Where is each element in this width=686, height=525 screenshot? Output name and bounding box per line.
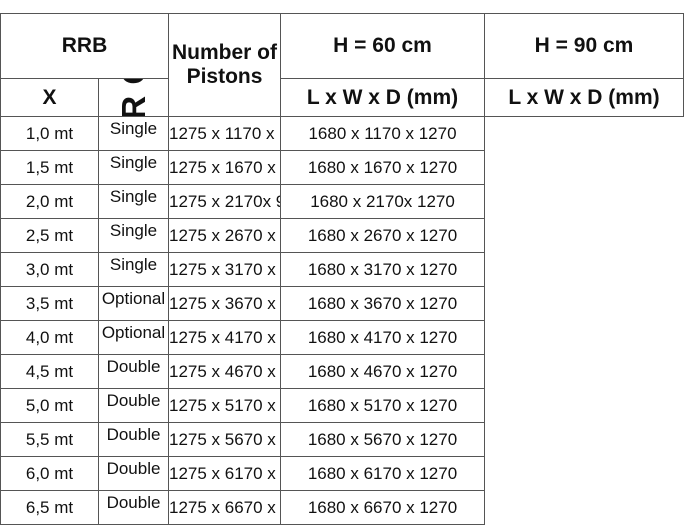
dims-60-cell: 1275 x 6670 x 975 bbox=[168, 490, 281, 525]
x-cell: 6,5 mt bbox=[0, 490, 99, 525]
header-dims-90: L x W x D (mm) bbox=[484, 78, 684, 117]
dims-90-cell: 1680 x 4670 x 1270 bbox=[280, 354, 485, 389]
header-x: X bbox=[0, 78, 99, 117]
x-cell: 3,5 mt bbox=[0, 286, 99, 321]
dims-60-cell: 1275 x 2670 x 975 bbox=[168, 218, 281, 253]
pistons-cell: Double bbox=[98, 456, 169, 491]
dims-60-cell: 1275 x 2170x 975 bbox=[168, 184, 281, 219]
header-h90: H = 90 cm bbox=[484, 13, 684, 79]
x-cell: 1,5 mt bbox=[0, 150, 99, 185]
x-cell: 1,0 mt bbox=[0, 116, 99, 151]
x-cell: 3,0 mt bbox=[0, 252, 99, 287]
dims-60-cell: 1275 x 4670 x 975 bbox=[168, 354, 281, 389]
pistons-cell: Optional bbox=[98, 286, 169, 321]
dims-60-cell: 1275 x 6170 x 975 bbox=[168, 456, 281, 491]
dims-60-cell: 1275 x 3170 x 975 bbox=[168, 252, 281, 287]
dimensions-table: RRB Number of Pistons H = 60 cm H = 90 c… bbox=[0, 13, 684, 525]
dims-60-cell: 1275 x 5670 x 975 bbox=[168, 422, 281, 457]
pistons-cell: Single bbox=[98, 116, 169, 151]
dims-90-cell: 1680 x 6170 x 1270 bbox=[280, 456, 485, 491]
dims-90-cell: 1680 x 6670 x 1270 bbox=[280, 490, 485, 525]
pistons-cell: Double bbox=[98, 388, 169, 423]
side-label: BLOCKER CABINET bbox=[115, 80, 153, 116]
x-cell: 2,0 mt bbox=[0, 184, 99, 219]
x-cell: 5,5 mt bbox=[0, 422, 99, 457]
pistons-cell: Double bbox=[98, 422, 169, 457]
dims-90-cell: 1680 x 3670 x 1270 bbox=[280, 286, 485, 321]
dims-90-cell: 1680 x 3170 x 1270 bbox=[280, 252, 485, 287]
dims-90-cell: 1680 x 1670 x 1270 bbox=[280, 150, 485, 185]
pistons-cell: Double bbox=[98, 490, 169, 525]
header-row-2: X BLOCKER CABINET L x W x D (mm) L x W x… bbox=[0, 78, 684, 117]
dims-90-cell: 1680 x 2670 x 1270 bbox=[280, 218, 485, 253]
dims-60-cell: 1275 x 1670 x 975 bbox=[168, 150, 281, 185]
header-pistons: Number of Pistons bbox=[168, 13, 281, 117]
dims-90-cell: 1680 x 2170x 1270 bbox=[280, 184, 485, 219]
pistons-cell: Single bbox=[98, 218, 169, 253]
x-cell: 4,5 mt bbox=[0, 354, 99, 389]
dims-60-cell: 1275 x 4170 x 975 bbox=[168, 320, 281, 355]
pistons-cell: Single bbox=[98, 150, 169, 185]
x-cell: 4,0 mt bbox=[0, 320, 99, 355]
pistons-cell: Double bbox=[98, 354, 169, 389]
dims-90-cell: 1680 x 5670 x 1270 bbox=[280, 422, 485, 457]
side-label-cell: BLOCKER CABINET bbox=[98, 78, 169, 117]
dims-90-cell: 1680 x 4170 x 1270 bbox=[280, 320, 485, 355]
dims-60-cell: 1275 x 5170 x 975 bbox=[168, 388, 281, 423]
dims-90-cell: 1680 x 1170 x 1270 bbox=[280, 116, 485, 151]
dims-60-cell: 1275 x 1170 x 975 bbox=[168, 116, 281, 151]
dims-90-cell: 1680 x 5170 x 1270 bbox=[280, 388, 485, 423]
header-row-1: RRB Number of Pistons H = 60 cm H = 90 c… bbox=[0, 13, 684, 117]
pistons-cell: Single bbox=[98, 184, 169, 219]
x-cell: 6,0 mt bbox=[0, 456, 99, 491]
header-rrb: RRB bbox=[0, 13, 169, 79]
dims-60-cell: 1275 x 3670 x 975 bbox=[168, 286, 281, 321]
pistons-cell: Optional bbox=[98, 320, 169, 355]
header-dims-60: L x W x D (mm) bbox=[280, 78, 485, 117]
x-cell: 2,5 mt bbox=[0, 218, 99, 253]
x-cell: 5,0 mt bbox=[0, 388, 99, 423]
header-h60: H = 60 cm bbox=[280, 13, 485, 79]
pistons-cell: Single bbox=[98, 252, 169, 287]
